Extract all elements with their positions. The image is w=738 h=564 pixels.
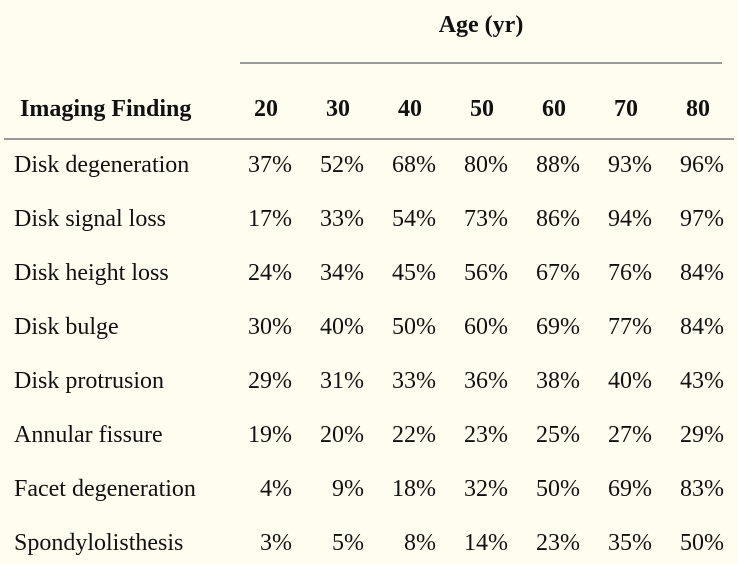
- table-cell: 32%: [464, 476, 508, 502]
- table-cell: 34%: [320, 260, 364, 286]
- table-cell: 60%: [464, 314, 508, 340]
- table-cell: 52%: [320, 152, 364, 178]
- row-label: Disk bulge: [14, 314, 119, 340]
- table-cell: 33%: [320, 206, 364, 232]
- table-cell: 4%: [260, 476, 292, 502]
- table-cell: 93%: [608, 152, 652, 178]
- table-cell: 36%: [464, 368, 508, 394]
- table-cell: 83%: [680, 476, 724, 502]
- table-cell: 45%: [392, 260, 436, 286]
- table-cell: 23%: [464, 422, 508, 448]
- table-row: Spondylolisthesis 3% 5% 8% 14% 23% 35% 50%: [0, 530, 738, 562]
- table-cell: 50%: [392, 314, 436, 340]
- table-cell: 40%: [608, 368, 652, 394]
- row-label: Disk degeneration: [14, 152, 190, 178]
- table-cell: 22%: [392, 422, 436, 448]
- table-cell: 27%: [608, 422, 652, 448]
- imaging-finding-header: Imaging Finding: [20, 96, 192, 122]
- table-cell: 5%: [332, 530, 364, 556]
- age-header-40: 40: [398, 96, 422, 122]
- table-cell: 25%: [536, 422, 580, 448]
- table-row: Disk protrusion 29% 31% 33% 36% 38% 40% 43%: [0, 368, 738, 400]
- table-cell: 84%: [680, 314, 724, 340]
- table-cell: 69%: [536, 314, 580, 340]
- table-cell: 37%: [248, 152, 292, 178]
- table-cell: 19%: [248, 422, 292, 448]
- age-header-70: 70: [614, 96, 638, 122]
- age-header-60: 60: [542, 96, 566, 122]
- table-cell: 76%: [608, 260, 652, 286]
- table-header-row: Imaging Finding 20 30 40 50 60 70 80: [0, 96, 738, 128]
- table-cell: 40%: [320, 314, 364, 340]
- table-row: Disk degeneration 37% 52% 68% 80% 88% 93% 96%: [0, 152, 738, 184]
- row-label: Spondylolisthesis: [14, 530, 184, 556]
- table-cell: 20%: [320, 422, 364, 448]
- table-cell: 94%: [608, 206, 652, 232]
- age-header-80: 80: [686, 96, 710, 122]
- table-cell: 17%: [248, 206, 292, 232]
- table-cell: 38%: [536, 368, 580, 394]
- table-row: Facet degeneration 4% 9% 18% 32% 50% 69% 83%: [0, 476, 738, 508]
- table-row: Disk signal loss 17% 33% 54% 73% 86% 94% 97%: [0, 206, 738, 238]
- table-cell: 3%: [260, 530, 292, 556]
- table-cell: 9%: [332, 476, 364, 502]
- row-label: Disk protrusion: [14, 368, 164, 394]
- age-group-header: Age (yr): [438, 12, 524, 38]
- table-cell: 29%: [248, 368, 292, 394]
- row-label: Annular fissure: [14, 422, 163, 448]
- table-cell: 8%: [404, 530, 436, 556]
- table-cell: 69%: [608, 476, 652, 502]
- header-rule: [4, 138, 734, 140]
- table-cell: 67%: [536, 260, 580, 286]
- table-cell: 14%: [464, 530, 508, 556]
- table-cell: 18%: [392, 476, 436, 502]
- table-cell: 54%: [392, 206, 436, 232]
- table-cell: 29%: [680, 422, 724, 448]
- table-cell: 23%: [536, 530, 580, 556]
- age-header-30: 30: [326, 96, 350, 122]
- table-row: Annular fissure 19% 20% 22% 23% 25% 27% 29%: [0, 422, 738, 454]
- table-row: Disk height loss 24% 34% 45% 56% 67% 76% 84%: [0, 260, 738, 292]
- table-cell: 80%: [464, 152, 508, 178]
- table-cell: 84%: [680, 260, 724, 286]
- row-label: Disk signal loss: [14, 206, 167, 232]
- table-cell: 68%: [392, 152, 436, 178]
- table-cell: 43%: [680, 368, 724, 394]
- table-cell: 77%: [608, 314, 652, 340]
- row-label: Facet degeneration: [14, 476, 196, 502]
- table-cell: 33%: [392, 368, 436, 394]
- row-label: Disk height loss: [14, 260, 169, 286]
- table-cell: 73%: [464, 206, 508, 232]
- table-cell: 30%: [248, 314, 292, 340]
- age-group-rule: [240, 62, 722, 64]
- age-header-50: 50: [470, 96, 494, 122]
- table-cell: 24%: [248, 260, 292, 286]
- table-cell: 88%: [536, 152, 580, 178]
- table-cell: 50%: [536, 476, 580, 502]
- table-cell: 35%: [608, 530, 652, 556]
- table-cell: 31%: [320, 368, 364, 394]
- age-header-20: 20: [254, 96, 278, 122]
- table-cell: 50%: [680, 530, 724, 556]
- table-cell: 86%: [536, 206, 580, 232]
- table-cell: 96%: [680, 152, 724, 178]
- table-cell: 56%: [464, 260, 508, 286]
- table-cell: 97%: [680, 206, 724, 232]
- table-row: Disk bulge 30% 40% 50% 60% 69% 77% 84%: [0, 314, 738, 346]
